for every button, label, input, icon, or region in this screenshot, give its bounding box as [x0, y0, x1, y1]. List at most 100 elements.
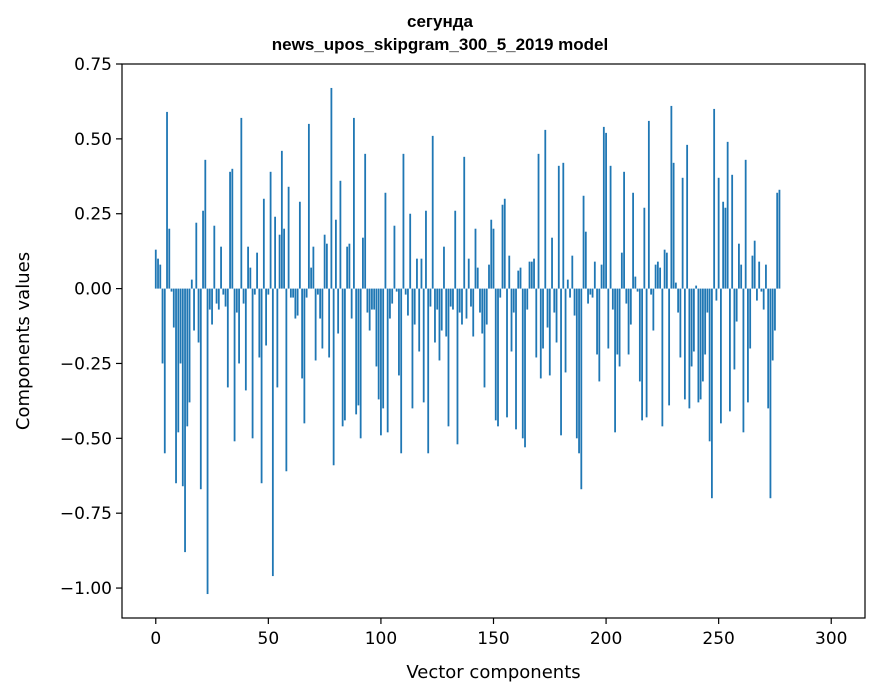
bar — [233, 288, 236, 442]
bar — [492, 228, 495, 289]
bar — [679, 288, 682, 358]
bar — [751, 255, 754, 289]
bar — [449, 288, 452, 307]
bar — [681, 177, 684, 289]
bar — [548, 288, 551, 376]
bar — [217, 288, 220, 310]
bar — [301, 288, 304, 379]
bar — [240, 117, 243, 289]
bar — [364, 153, 367, 289]
bar — [762, 288, 765, 310]
bar — [418, 288, 421, 352]
bar — [724, 207, 727, 289]
x-axis: 0 50 100 150 200 250 300 — [150, 618, 847, 649]
bar — [738, 243, 740, 289]
bar — [744, 159, 747, 289]
bar — [341, 288, 344, 427]
bar — [659, 267, 662, 289]
bar — [715, 288, 718, 301]
bar — [611, 288, 614, 310]
bar — [190, 279, 193, 289]
bar — [330, 87, 333, 289]
bar — [355, 288, 358, 415]
bar — [760, 288, 763, 292]
bar — [445, 288, 448, 337]
bar — [292, 288, 295, 298]
bar — [593, 261, 596, 289]
bar — [458, 288, 461, 313]
bar — [413, 288, 416, 325]
bar — [193, 288, 195, 331]
bar — [265, 288, 267, 346]
bar — [184, 288, 186, 553]
bar — [368, 288, 371, 331]
x-tick-label: 300 — [815, 629, 847, 649]
bar — [726, 141, 729, 289]
bar — [377, 288, 380, 400]
bar — [485, 288, 488, 325]
bar — [427, 288, 430, 454]
bar — [328, 288, 331, 358]
bar — [706, 288, 709, 313]
bar — [416, 258, 418, 289]
bar — [641, 288, 644, 421]
bar — [229, 171, 231, 289]
bar — [172, 288, 175, 328]
bar — [616, 288, 619, 355]
bar — [312, 246, 315, 289]
bar — [404, 288, 407, 295]
bar — [499, 288, 502, 298]
bar — [386, 288, 389, 433]
bar — [371, 288, 373, 310]
bar — [348, 243, 351, 289]
bar — [303, 288, 306, 424]
bar — [211, 288, 213, 325]
bar — [749, 288, 752, 349]
bar — [668, 288, 671, 406]
bar — [571, 255, 574, 289]
bar — [614, 288, 616, 433]
bar — [314, 288, 317, 361]
bar — [343, 288, 346, 421]
bar — [175, 288, 177, 484]
bar — [380, 288, 382, 436]
bar — [262, 198, 265, 289]
bar — [213, 225, 216, 289]
x-tick-label: 200 — [590, 629, 622, 649]
bar — [226, 288, 229, 388]
bar — [289, 288, 292, 298]
bar — [346, 246, 349, 289]
bar — [769, 288, 772, 499]
bar — [584, 231, 587, 289]
x-tick-label: 50 — [258, 629, 280, 649]
bar — [384, 192, 387, 289]
bar — [463, 156, 466, 289]
bar — [537, 153, 540, 289]
bar — [186, 288, 189, 427]
bar — [625, 288, 628, 304]
bar — [168, 228, 171, 289]
bar — [663, 249, 666, 289]
bar — [677, 288, 680, 313]
bar — [337, 288, 340, 334]
bar — [391, 288, 394, 304]
bar — [645, 288, 648, 418]
bar — [431, 135, 434, 289]
bar — [339, 180, 342, 289]
bar — [206, 288, 209, 595]
bar — [375, 288, 378, 367]
bar — [717, 177, 720, 289]
bar — [402, 153, 405, 289]
bar — [665, 252, 668, 289]
bar — [170, 288, 173, 292]
bar — [618, 288, 621, 367]
bar — [305, 288, 308, 298]
bar — [569, 288, 571, 298]
bar — [555, 288, 558, 343]
bar — [280, 150, 283, 289]
bar — [296, 288, 299, 316]
bar — [501, 204, 504, 289]
bar — [515, 288, 517, 430]
bar — [607, 288, 610, 349]
